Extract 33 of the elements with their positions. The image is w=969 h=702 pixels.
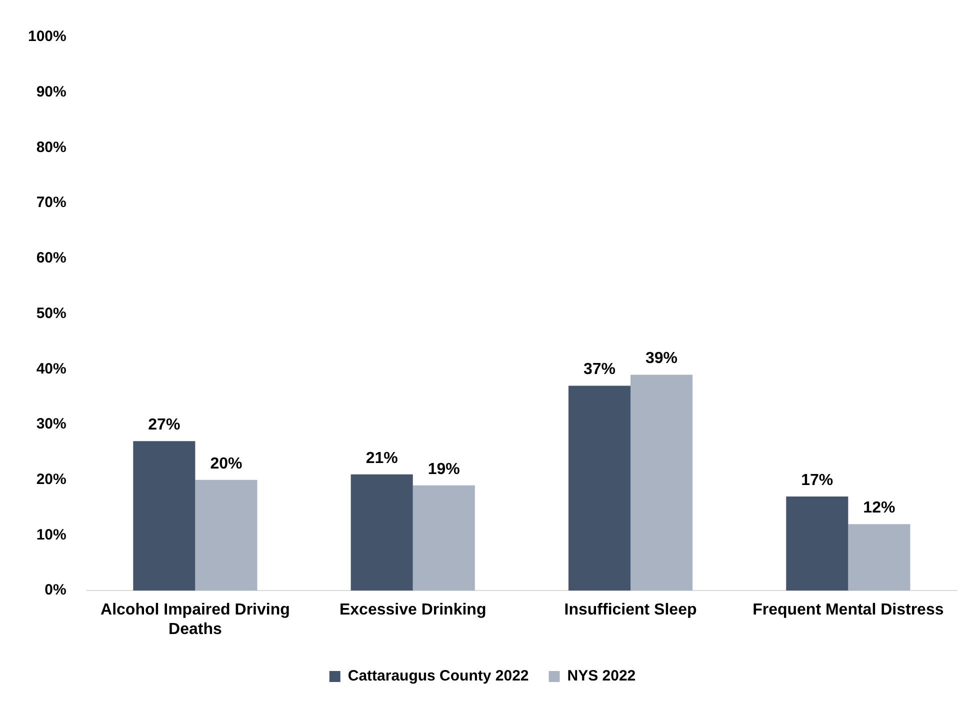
y-tick-label: 40% <box>36 360 66 378</box>
y-tick-label: 30% <box>36 416 66 433</box>
x-tick-label: Alcohol Impaired Driving Deaths <box>100 602 290 638</box>
bar <box>848 524 910 591</box>
legend-label: NYS 2022 <box>567 668 636 685</box>
y-tick-label: 60% <box>36 250 66 267</box>
y-tick-label: 0% <box>44 582 66 599</box>
bar <box>568 386 631 591</box>
data-label: 39% <box>646 350 678 368</box>
bar <box>412 485 475 591</box>
bar <box>630 374 693 591</box>
y-tick-label: 20% <box>36 471 66 488</box>
y-tick-label: 90% <box>36 84 66 100</box>
data-label: 20% <box>210 455 242 472</box>
data-label: 21% <box>366 450 398 467</box>
y-tick-label: 100% <box>28 28 66 46</box>
bar <box>133 441 196 591</box>
legend-label: Cattaraugus County 2022 <box>348 668 529 685</box>
x-tick-label: Insufficient Sleep <box>564 602 697 619</box>
data-label: 27% <box>148 416 180 434</box>
bar <box>786 496 848 591</box>
x-tick-label: Excessive Drinking <box>339 602 486 619</box>
bar <box>195 480 258 591</box>
data-label: 37% <box>583 361 616 378</box>
y-tick-label: 70% <box>36 194 66 212</box>
x-tick-label: Frequent Mental Distress <box>752 602 944 619</box>
y-tick-label: 10% <box>36 526 66 544</box>
data-label: 19% <box>428 460 460 478</box>
y-tick-label: 50% <box>36 304 66 322</box>
y-tick-label: 80% <box>36 138 66 156</box>
data-label: 12% <box>863 500 896 517</box>
bar <box>350 474 413 591</box>
data-label: 17% <box>801 472 834 489</box>
